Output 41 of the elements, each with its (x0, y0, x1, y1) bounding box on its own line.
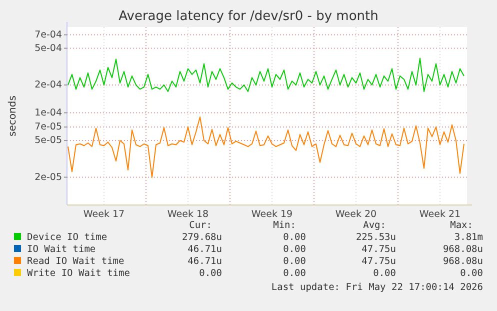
x-tick-label: Week 17 (83, 209, 125, 220)
text: 0.00 (283, 268, 306, 279)
text: 47.75u (362, 256, 396, 267)
y-tick-label: 5e-05 (34, 135, 62, 146)
x-tick-label: Week 20 (335, 209, 377, 220)
chart-title: Average latency for /dev/sr0 - by month (118, 9, 378, 24)
text: Cur: (189, 220, 212, 231)
text: 968.08u (442, 244, 483, 255)
text: 225.53u (356, 232, 396, 243)
y-axis-title: seconds (8, 96, 19, 136)
text: 46.71u (188, 256, 222, 267)
text: 3.81m (454, 232, 484, 243)
text: Last update: Fri May 22 17:00:14 2026 (271, 282, 484, 293)
line-series (68, 116, 464, 178)
y-tick-label: 7e-04 (34, 29, 62, 40)
legend-label: IO Wait time (27, 244, 96, 255)
y-tick-label: 1e-04 (34, 107, 62, 118)
text: 968.08u (442, 256, 483, 267)
legend-label: Read IO Wait time (27, 256, 125, 267)
line-series (68, 58, 464, 92)
text: 0.00 (373, 268, 396, 279)
text: 0.00 (283, 244, 306, 255)
y-tick-label: 2e-05 (34, 172, 62, 183)
text: 47.75u (362, 244, 396, 255)
text: Min: (273, 220, 296, 231)
text: 0.00 (283, 232, 306, 243)
text: Max: (450, 220, 473, 231)
x-tick-label: Week 21 (419, 209, 461, 220)
text: Avg: (363, 220, 386, 231)
y-tick-label: 2e-04 (34, 80, 62, 91)
text: 46.71u (188, 244, 222, 255)
y-tick-label: 5e-04 (34, 42, 62, 54)
legend-label: Write IO Wait time (27, 268, 130, 279)
text: 279.68u (182, 232, 222, 243)
x-tick-label: Week 19 (251, 209, 293, 220)
y-tick-label: 7e-05 (34, 122, 62, 133)
legend-label: Device IO time (27, 232, 108, 243)
text: 0.00 (199, 268, 222, 279)
x-tick-label: Week 18 (167, 209, 209, 220)
text: 0.00 (283, 256, 306, 267)
text: 0.00 (460, 268, 484, 279)
